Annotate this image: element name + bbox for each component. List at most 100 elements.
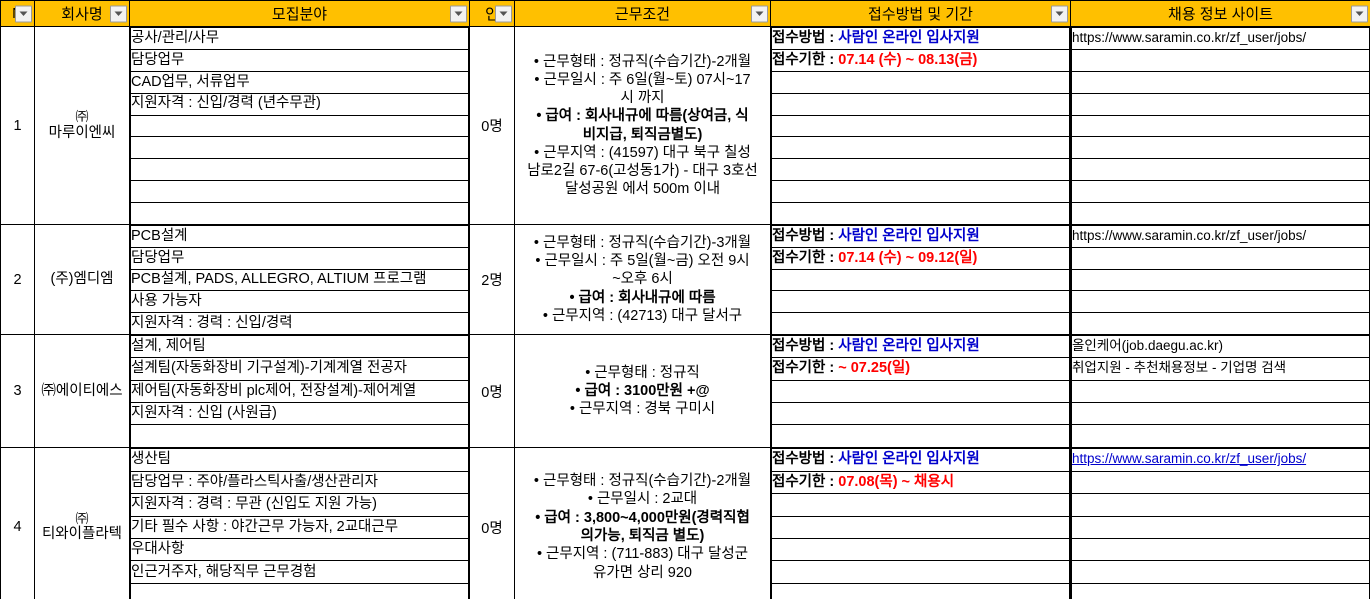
site-line: https://www.saramin.co.kr/zf_user/jobs/ xyxy=(1071,225,1370,248)
row-number: 2 xyxy=(0,224,35,335)
site-line: 취업지원 - 추천채용정보 - 기업명 검색 xyxy=(1071,357,1370,381)
apply-empty-row xyxy=(771,582,1070,599)
site-line: https://www.saramin.co.kr/zf_user/jobs/ xyxy=(1071,448,1370,472)
site-url-link[interactable]: https://www.saramin.co.kr/zf_user/jobs/ xyxy=(1072,451,1307,467)
apply-deadline-row: 접수기한 : ~ 07.25(일) xyxy=(771,357,1070,381)
condition-line: 남로2길 67-6(고성동1가) - 대구 3호선 xyxy=(527,163,758,180)
site-text: 취업지원 - 추천채용정보 - 기업명 검색 xyxy=(1072,360,1287,376)
site-subgrid: https://www.saramin.co.kr/zf_user/jobs/ xyxy=(1071,27,1370,225)
apply-cell: 접수방법 : 사람인 온라인 입사지원 접수기한 : 07.14 (수) ~ 09… xyxy=(770,224,1071,335)
field-line xyxy=(130,180,469,203)
apply-method-value[interactable]: 사람인 온라인 입사지원 xyxy=(838,29,980,46)
field-line: 담당업무 xyxy=(130,48,469,72)
table-header: N 회사명 모집분야 xyxy=(0,0,1370,27)
chevron-down-icon[interactable] xyxy=(495,5,512,22)
apply-deadline-label: 접수기한 : xyxy=(772,473,839,490)
col-no[interactable]: N xyxy=(0,0,35,27)
site-text: 올인케어(job.daegu.ac.kr) xyxy=(1072,337,1223,353)
site-empty-row xyxy=(1071,560,1370,584)
apply-deadline-value: 07.14 (수) ~ 08.13(금) xyxy=(838,51,978,68)
site-empty-row xyxy=(1071,92,1370,116)
apply-method-value[interactable]: 사람인 온라인 입사지원 xyxy=(838,451,980,468)
apply-method-value[interactable]: 사람인 온라인 입사지원 xyxy=(838,228,980,245)
site-empty-row xyxy=(1071,311,1370,334)
apply-empty-row xyxy=(771,493,1070,517)
site-text: https://www.saramin.co.kr/zf_user/jobs/ xyxy=(1072,29,1307,45)
site-empty-row xyxy=(1071,114,1370,138)
site-empty-row xyxy=(1071,582,1370,599)
col-count[interactable]: 인 xyxy=(469,0,515,27)
field-line: PCB설계, PADS, ALLEGRO, ALTIUM 프로그램 xyxy=(130,268,469,292)
apply-empty-row xyxy=(771,424,1070,448)
site-empty-row xyxy=(1071,202,1370,225)
headcount: 0명 xyxy=(469,447,515,599)
apply-method-value[interactable]: 사람인 온라인 입사지원 xyxy=(838,337,980,354)
site-line: 올인케어(job.daegu.ac.kr) xyxy=(1071,334,1370,359)
condition-line: • 근무지역 : (41597) 대구 북구 칠성 xyxy=(534,144,751,161)
condition-line: 달성공원 에서 500m 이내 xyxy=(564,181,721,198)
chevron-down-icon[interactable] xyxy=(15,5,32,22)
condition-line: 비지급, 퇴직금별도) xyxy=(582,126,703,143)
field-line xyxy=(130,202,469,225)
chevron-down-icon[interactable] xyxy=(1051,5,1068,22)
condition-line: ~오후 6시 xyxy=(612,271,673,288)
field-cell: PCB설계 담당업무 PCB설계, PADS, ALLEGRO, ALTIUM 프로… xyxy=(129,224,470,335)
apply-method-row: 접수방법 : 사람인 온라인 입사지원 xyxy=(771,225,1070,248)
site-cell: 올인케어(job.daegu.ac.kr) 취업지원 - 추천채용정보 - 기업명… xyxy=(1070,333,1370,449)
condition-line: 의가능, 퇴직금 별도) xyxy=(580,528,705,545)
site-empty-row xyxy=(1071,470,1370,495)
site-empty-row xyxy=(1071,379,1370,404)
col-conditions[interactable]: 근무조건 xyxy=(514,0,771,27)
field-line: 설계, 제어팀 xyxy=(130,334,469,359)
apply-empty-row xyxy=(771,202,1070,225)
field-line: 우대사항 xyxy=(130,537,469,562)
apply-deadline-value: ~ 07.25(일) xyxy=(838,360,911,377)
field-line: 공사/관리/사무 xyxy=(130,27,469,50)
table-body: 1 ㈜ 마루이엔씨 공사/관리/사무 담당업무 CAD업무, 서류업무 지원자격 : 신입/… xyxy=(0,25,1370,599)
table-row[interactable]: 1 ㈜ 마루이엔씨 공사/관리/사무 담당업무 CAD업무, 서류업무 지원자격 : 신입/… xyxy=(0,25,1370,226)
apply-method-label: 접수방법 : xyxy=(772,29,839,46)
site-empty-row xyxy=(1071,424,1370,448)
table-row[interactable]: 4 ㈜ 티와이플라텍 생산팀 담당업무 : 주야/플라스틱사출/생산관리자 지원자격 : … xyxy=(0,447,1370,599)
apply-deadline-label: 접수기한 : xyxy=(772,249,839,266)
apply-method-label: 접수방법 : xyxy=(772,337,839,354)
field-line: 설계팀(자동화장비 기구설계)-기계계열 전공자 xyxy=(130,357,469,381)
condition-line: • 급여 : 회사내규에 따름(상여금, 식 xyxy=(536,108,749,125)
condition-line: • 근무일시 : 2교대 xyxy=(587,491,698,508)
site-empty-row xyxy=(1071,70,1370,94)
site-subgrid: https://www.saramin.co.kr/zf_user/jobs/ xyxy=(1071,225,1370,334)
col-field[interactable]: 모집분야 xyxy=(129,0,470,27)
apply-subgrid: 접수방법 : 사람인 온라인 입사지원 접수기한 : 07.14 (수) ~ 09… xyxy=(771,225,1070,334)
condition-line: • 근무일시 : 주 6일(월~토) 07시~17 xyxy=(534,71,751,88)
chevron-down-icon[interactable] xyxy=(110,5,127,22)
header-row: N 회사명 모집분야 xyxy=(0,0,1370,27)
col-site[interactable]: 채용 정보 사이트 xyxy=(1070,0,1370,27)
field-cell: 공사/관리/사무 담당업무 CAD업무, 서류업무 지원자격 : 신입/경력 (년수무… xyxy=(129,25,470,226)
table-row[interactable]: 2 (주)엠디엠 PCB설계 담당업무 PCB설계, PADS, ALLEGRO, AL… xyxy=(0,224,1370,335)
condition-line: 유가면 상리 920 xyxy=(593,564,692,581)
chevron-down-icon[interactable] xyxy=(450,5,467,22)
condition-line: • 급여 : 3,800~4,000만원(경력직협 xyxy=(535,509,750,526)
condition-line: • 급여 : 회사내규에 따름 xyxy=(569,289,716,306)
apply-empty-row xyxy=(771,158,1070,182)
company-name: 티와이플라텍 xyxy=(41,526,123,543)
apply-empty-row xyxy=(771,268,1070,292)
site-empty-row xyxy=(1071,136,1370,160)
site-subgrid: 올인케어(job.daegu.ac.kr) 취업지원 - 추천채용정보 - 기업명… xyxy=(1071,334,1370,448)
field-line xyxy=(130,158,469,182)
col-apply[interactable]: 접수방법 및 기간 xyxy=(770,0,1071,27)
apply-deadline-row: 접수기한 : 07.08(목) ~ 채용시 xyxy=(771,470,1070,495)
chevron-down-icon[interactable] xyxy=(751,5,768,22)
field-line: 제어팀(자동화장비 plc제어, 전장설계)-제어계열 xyxy=(130,379,469,404)
company-prefix: ㈜ xyxy=(75,109,89,125)
apply-empty-row xyxy=(771,70,1070,94)
field-line: 담당업무 xyxy=(130,246,469,270)
field-cell: 설계, 제어팀 설계팀(자동화장비 기구설계)-기계계열 전공자 제어팀(자동화장비… xyxy=(129,333,470,449)
table-row[interactable]: 3 ㈜에이티에스 설계, 제어팀 설계팀(자동화장비 기구설계)-기계계열 전공자 제어… xyxy=(0,333,1370,449)
company-name-cell: ㈜ 마루이엔씨 xyxy=(34,25,130,226)
chevron-down-icon[interactable] xyxy=(1351,5,1368,22)
col-company[interactable]: 회사명 xyxy=(34,0,130,27)
company-name: ㈜에이티에스 xyxy=(41,382,123,399)
site-empty-row xyxy=(1071,268,1370,292)
